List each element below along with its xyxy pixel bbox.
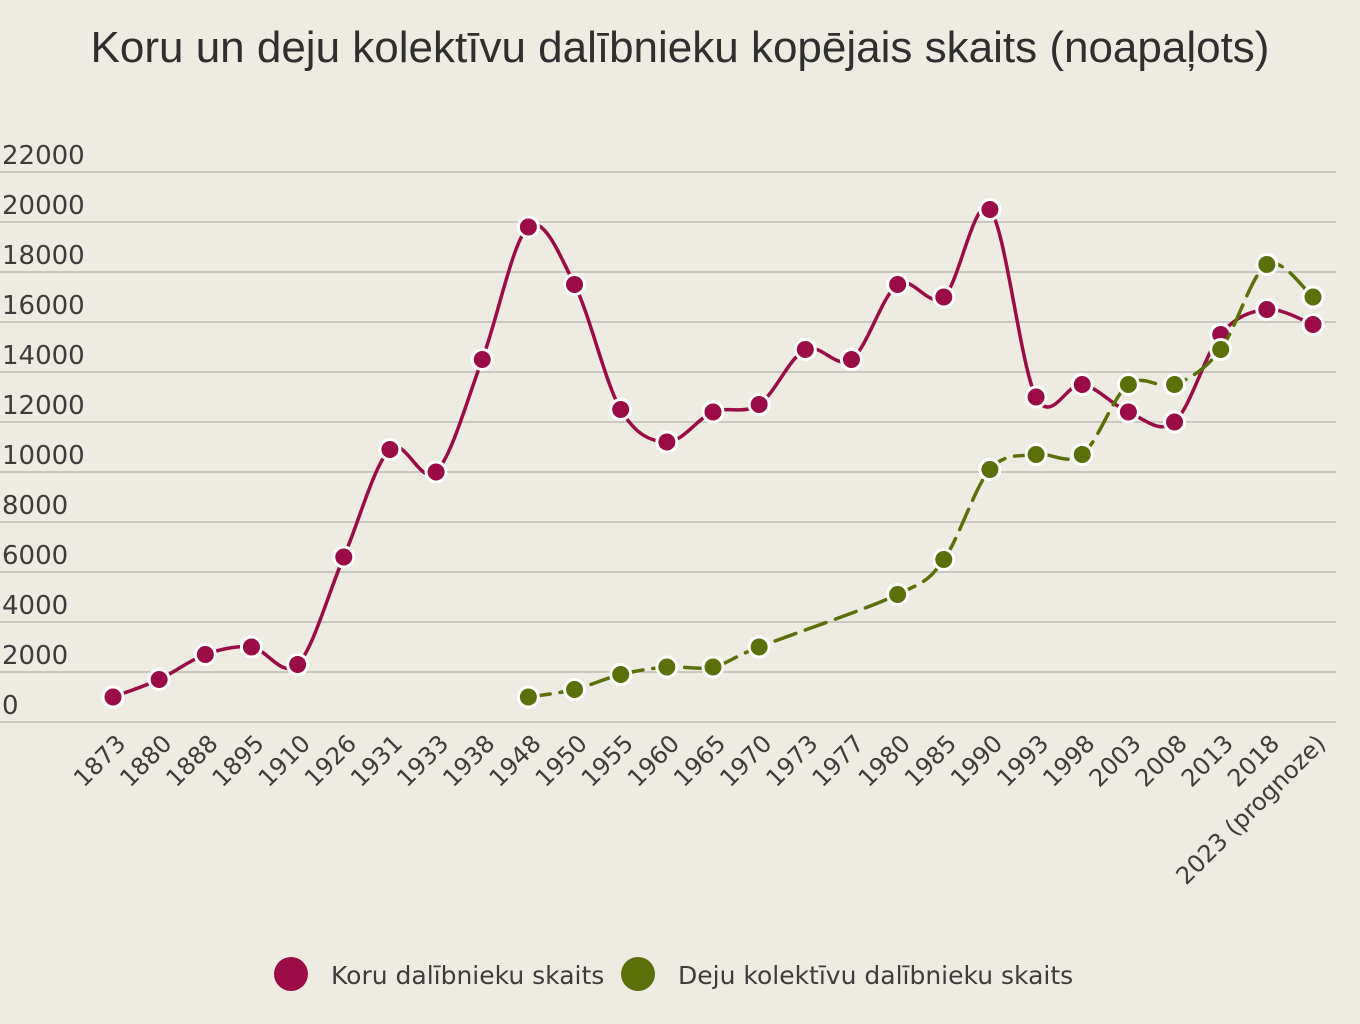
x-axis-ticks: 1873188018881895191019261931193319381948… [68,729,1331,890]
data-point[interactable] [932,548,956,571]
data-point[interactable] [516,685,540,709]
x-tick-label: 1955 [576,729,639,792]
y-tick-label: 14000 [2,341,85,371]
y-tick-label: 4000 [2,591,68,621]
data-point[interactable] [1070,443,1094,466]
x-tick-label: 1985 [899,729,962,792]
data-point[interactable] [378,438,402,461]
data-point[interactable] [978,198,1002,221]
grid-lines [0,171,1336,723]
data-point[interactable] [747,635,771,659]
data-point[interactable] [332,545,356,569]
data-point[interactable] [470,348,494,371]
legend-swatch-deju [621,957,655,991]
series-lines [101,198,1325,709]
data-point[interactable] [1116,400,1140,424]
x-tick-label: 2013 [1176,729,1239,792]
y-tick-label: 18000 [2,241,85,271]
data-point[interactable] [747,393,771,416]
legend-label-deju: Deju kolektīvu dalībnieku skaits [678,961,1073,990]
series-koru [101,198,1325,709]
x-tick-label: 1990 [945,729,1008,792]
data-point[interactable] [701,655,725,679]
y-tick-label: 2000 [2,641,68,671]
x-tick-label: 1993 [991,729,1054,792]
data-point[interactable] [886,273,910,296]
data-point[interactable] [1255,298,1279,321]
x-tick-label: 2003 [1084,729,1147,792]
y-tick-label: 16000 [2,291,85,321]
x-tick-label: 1933 [391,729,454,792]
y-tick-label: 6000 [2,541,68,571]
data-point[interactable] [1070,373,1094,396]
data-point[interactable] [1163,373,1187,396]
x-tick-label: 1970 [714,729,777,792]
x-tick-label: 1950 [530,729,593,792]
y-tick-label: 12000 [2,391,85,421]
data-point[interactable] [655,430,679,454]
x-tick-label: 1977 [807,729,870,792]
x-tick-label: 1973 [761,729,824,792]
data-point[interactable] [1024,385,1048,409]
x-tick-label: 1910 [253,729,316,792]
data-point[interactable] [239,635,263,659]
x-tick-label: 1888 [161,729,224,792]
data-point[interactable] [1163,410,1187,434]
x-tick-label: 1960 [622,729,685,792]
data-point[interactable] [424,460,448,484]
x-tick-label: 2008 [1130,729,1193,792]
data-point[interactable] [1301,285,1325,309]
x-tick-label: 1895 [207,729,270,792]
data-point[interactable] [101,685,125,709]
y-tick-label: 0 [2,691,19,721]
series-line [111,205,1315,699]
data-point[interactable] [839,348,863,371]
chart-title: Koru un deju kolektīvu dalībnieku kopēja… [91,23,1270,72]
x-tick-label: 1931 [345,729,408,792]
x-tick-label: 1873 [68,729,131,792]
data-point[interactable] [193,643,217,666]
x-tick-label: 1938 [437,729,500,792]
data-point[interactable] [1255,253,1279,276]
legend-label-koru: Koru dalībnieku skaits [331,961,604,990]
data-point[interactable] [147,668,171,691]
x-tick-label: 1880 [114,729,177,792]
data-point[interactable] [655,655,679,679]
legend-swatch-koru [274,957,308,991]
data-point[interactable] [932,285,956,309]
series-line [526,261,1315,699]
y-tick-label: 10000 [2,441,85,471]
data-point[interactable] [1024,443,1048,466]
x-tick-label: 1926 [299,729,362,792]
x-tick-label: 1965 [668,729,731,792]
data-point[interactable] [563,273,587,296]
data-point[interactable] [886,583,910,606]
series-deju [516,253,1325,709]
y-tick-label: 22000 [2,141,85,171]
x-tick-label: 1980 [853,729,916,792]
y-tick-label: 20000 [2,191,85,221]
data-point[interactable] [609,663,633,686]
data-point[interactable] [701,400,725,424]
y-tick-label: 8000 [2,491,68,521]
data-point[interactable] [563,678,587,701]
data-point[interactable] [516,215,540,239]
x-tick-label: 1998 [1037,729,1100,792]
data-point[interactable] [286,653,310,676]
data-point[interactable] [1301,313,1325,336]
legend: Koru dalībnieku skaits Deju kolektīvu da… [274,957,1073,991]
data-point[interactable] [793,338,817,361]
data-point[interactable] [609,398,633,421]
data-point[interactable] [1116,373,1140,396]
x-tick-label: 1948 [484,729,547,792]
data-point[interactable] [1209,338,1233,361]
y-axis-ticks: 0 2000 4000 6000 8000 10000 12000 14000 16000 180… [2,141,85,721]
data-point[interactable] [978,458,1002,481]
